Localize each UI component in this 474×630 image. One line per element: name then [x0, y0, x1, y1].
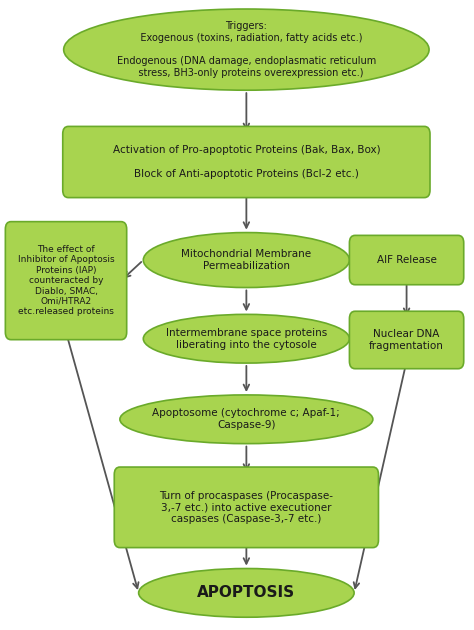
Text: Triggers:
   Exogenous (toxins, radiation, fatty acids etc.)

Endogenous (DNA da: Triggers: Exogenous (toxins, radiation, …: [117, 21, 376, 78]
Ellipse shape: [64, 9, 429, 90]
FancyBboxPatch shape: [114, 467, 378, 547]
Text: Nuclear DNA
fragmentation: Nuclear DNA fragmentation: [369, 329, 444, 351]
Text: Intermembrane space proteins
liberating into the cytosole: Intermembrane space proteins liberating …: [166, 328, 327, 350]
FancyBboxPatch shape: [5, 222, 127, 340]
Text: APOPTOSIS: APOPTOSIS: [197, 585, 295, 600]
Text: Apoptosome (cytochrome c; Apaf-1;
Caspase-9): Apoptosome (cytochrome c; Apaf-1; Caspas…: [153, 408, 340, 430]
Ellipse shape: [120, 395, 373, 444]
Text: Turn of procaspases (Procaspase-
3,-7 etc.) into active executioner
caspases (Ca: Turn of procaspases (Procaspase- 3,-7 et…: [159, 491, 333, 524]
FancyBboxPatch shape: [349, 236, 464, 285]
Text: The effect of
Inhibitor of Apoptosis
Proteins (IAP)
counteracted by
Diablo, SMAC: The effect of Inhibitor of Apoptosis Pro…: [18, 245, 114, 316]
Text: Mitochondrial Membrane
Permeabilization: Mitochondrial Membrane Permeabilization: [182, 249, 311, 271]
Text: Activation of Pro-apoptotic Proteins (Bak, Bax, Box)

Block of Anti-apoptotic Pr: Activation of Pro-apoptotic Proteins (Ba…: [112, 146, 380, 179]
Ellipse shape: [143, 232, 349, 287]
FancyBboxPatch shape: [349, 311, 464, 369]
Ellipse shape: [143, 314, 349, 363]
Text: AIF Release: AIF Release: [377, 255, 437, 265]
Ellipse shape: [138, 568, 354, 617]
FancyBboxPatch shape: [63, 127, 430, 198]
